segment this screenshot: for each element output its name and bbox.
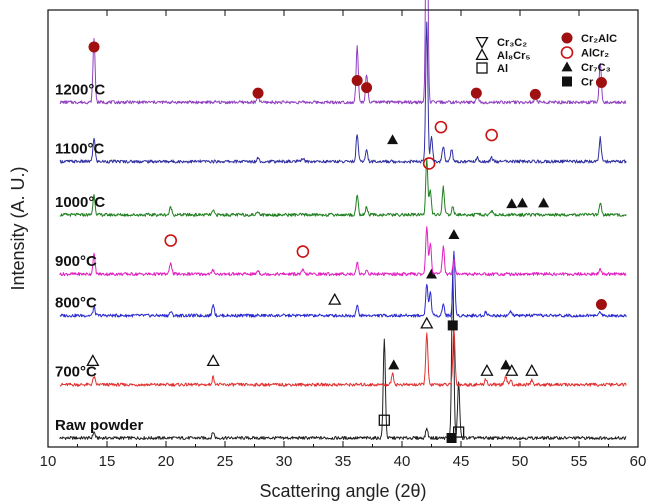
legend-marker-cr (562, 76, 572, 87)
x-tick-label-4: 30 (276, 453, 293, 470)
x-tick-label-2: 20 (158, 453, 175, 470)
legend-marker-alcr2 (560, 46, 574, 59)
series-label-4: 1000°C (55, 194, 105, 211)
phase-marker-2-0 (328, 292, 342, 305)
phase-marker-1-6 (500, 359, 512, 370)
series-line-5 (59, 21, 627, 164)
phase-marker-4-1 (506, 198, 518, 209)
series-label-3: 900°C (55, 253, 97, 270)
phase-marker-6-0 (88, 41, 100, 53)
phase-marker-5-2 (485, 128, 498, 142)
phase-marker-6-1 (252, 87, 264, 99)
phase-marker-4-3 (538, 197, 550, 208)
phase-marker-1-0 (86, 354, 100, 367)
legend-marker-cr2alc (561, 32, 573, 44)
series-label-0: Raw powder (55, 417, 144, 434)
phase-marker-1-4 (447, 320, 458, 331)
legend-label-cr7c3: Cr₇C₃ (581, 62, 611, 74)
x-tick-label-3: 25 (217, 453, 234, 470)
phase-marker-4-0 (422, 157, 436, 170)
legend-label-cr2alc: Cr₂AlC (581, 33, 617, 45)
series-5: 1100°C (55, 21, 627, 164)
phase-marker-3-0 (164, 234, 178, 247)
series-label-2: 800°C (55, 295, 97, 312)
x-axis-title: Scattering angle (2θ) (259, 481, 426, 501)
series-line-6 (59, 0, 627, 105)
x-tick-label-7: 45 (453, 453, 470, 470)
series-1: 700°C (55, 316, 627, 387)
plot-frame (47, 9, 639, 448)
phase-marker-2-1 (426, 268, 437, 279)
phase-marker-6-5 (470, 87, 482, 99)
series-label-5: 1100°C (55, 141, 105, 158)
series-label-6: 1200°C (55, 81, 105, 98)
series-0: Raw powder (55, 270, 627, 443)
legend-marker-cr3c2 (475, 36, 489, 49)
phase-marker-1-8 (525, 364, 539, 376)
legend-label-al: Al (497, 63, 508, 75)
series-line-3 (59, 226, 627, 277)
phase-marker-1-2 (388, 359, 400, 370)
phase-marker-6-2 (351, 75, 363, 87)
x-tick-label-6: 40 (394, 453, 411, 470)
legend-marker-al8cr5 (475, 48, 489, 61)
series-2: 800°C (55, 250, 627, 318)
legend-label-cr: Cr (581, 77, 594, 89)
legend-label-al8cr5: Al₈Cr₅ (497, 50, 530, 62)
series-line-1 (59, 328, 627, 387)
x-tick-label-5: 35 (335, 453, 352, 470)
y-axis-title: Intensity (A. U.) (8, 166, 28, 290)
series-4: 1000°C (55, 157, 627, 217)
series-line-4 (59, 158, 627, 217)
series-label-1: 700°C (55, 364, 97, 381)
series-6: 1200°C (55, 0, 627, 105)
x-tick-label-9: 55 (571, 453, 588, 470)
phase-marker-0-2 (452, 426, 465, 438)
phase-marker-1-7 (505, 364, 519, 376)
phase-marker-6-7 (595, 77, 607, 88)
plot-area: Raw powder 700°C 800°C 900°C 1000°C 1100°C 120… (55, 0, 627, 443)
phase-marker-4-2 (516, 197, 528, 208)
series-3: 900°C (55, 226, 627, 277)
series-line-2 (59, 250, 627, 318)
legend-label-alcr2: AlCr₂ (581, 48, 609, 60)
phase-marker-1-3 (420, 316, 434, 329)
phase-marker-5-1 (434, 120, 448, 134)
legend-label-cr3c2: Cr₃C₂ (497, 37, 527, 49)
phase-marker-0-1 (446, 433, 457, 443)
phase-marker-0-0 (378, 414, 390, 426)
x-tick-label-8: 50 (512, 453, 529, 470)
phase-marker-3-2 (448, 229, 460, 239)
x-tick-label-10: 60 (630, 453, 647, 470)
x-tick-label-1: 15 (99, 453, 116, 470)
legend-marker-cr7c3 (561, 61, 573, 72)
legend-marker-al (476, 62, 488, 74)
phase-marker-6-6 (529, 88, 541, 100)
phase-marker-1-1 (206, 354, 220, 367)
phase-marker-2-2 (595, 298, 607, 310)
phase-marker-5-0 (387, 134, 399, 145)
series-line-0 (59, 270, 627, 441)
phase-marker-1-5 (480, 364, 494, 376)
phase-marker-3-1 (296, 245, 310, 258)
axes: 10 15 20 25 30 35 40 45 50 55 60 Scattering angle (… (8, 9, 647, 501)
phase-marker-6-3 (361, 82, 373, 94)
x-tick-label-0: 10 (40, 453, 57, 470)
